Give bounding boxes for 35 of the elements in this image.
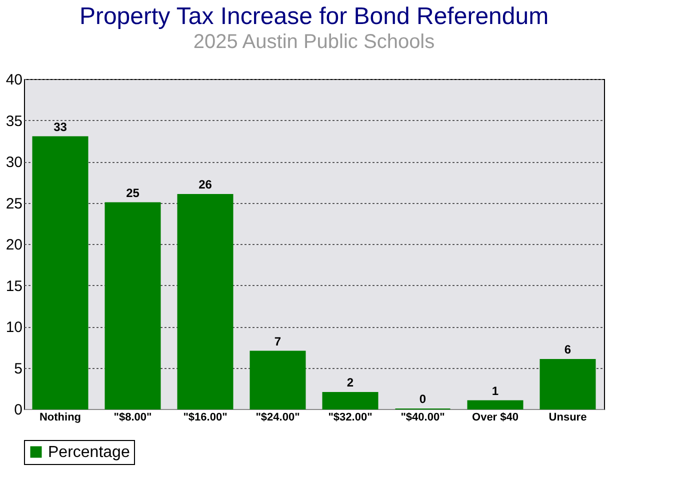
data-label: 2	[346, 376, 354, 390]
data-label: 6	[564, 342, 572, 356]
x-tick-label: "$24.00"	[256, 412, 300, 424]
x-tick-label: Nothing	[39, 412, 82, 424]
x-tick-label: Over $40	[472, 412, 518, 424]
data-label: 25	[126, 186, 140, 200]
x-tick-label: "$32.00"	[328, 412, 372, 424]
x-tick-label: "$40.00"	[400, 412, 445, 424]
data-label: 7	[274, 334, 282, 348]
bar	[322, 392, 378, 410]
y-tick-label: 30	[6, 154, 22, 171]
data-label: 1	[492, 384, 499, 398]
y-tick-label: 25	[6, 195, 22, 212]
y-tick-label: 15	[6, 278, 22, 295]
y-tick-label: 20	[6, 236, 22, 254]
y-tick-label: 0	[14, 402, 22, 418]
chart-title: Property Tax Increase for Bond Referendum	[79, 3, 549, 30]
chart-subtitle: 2025 Austin Public Schools	[193, 31, 435, 53]
bar	[32, 136, 88, 410]
legend-label: Percentage	[48, 444, 130, 461]
x-tick-label: "$16.00"	[183, 412, 228, 424]
data-label: 33	[54, 120, 68, 134]
y-tick-label: 10	[6, 319, 22, 336]
bar	[104, 202, 161, 410]
bar	[540, 359, 596, 410]
x-tick-label: Unsure	[548, 412, 587, 424]
data-label: 0	[419, 392, 426, 406]
bar	[467, 400, 524, 410]
bar	[250, 350, 306, 410]
y-tick-label: 40	[6, 72, 22, 88]
y-tick-label: 35	[6, 112, 22, 130]
data-label: 26	[198, 178, 212, 192]
x-tick-label: "$8.00"	[114, 412, 152, 424]
bar	[177, 194, 234, 410]
y-tick-label: 5	[14, 360, 22, 378]
